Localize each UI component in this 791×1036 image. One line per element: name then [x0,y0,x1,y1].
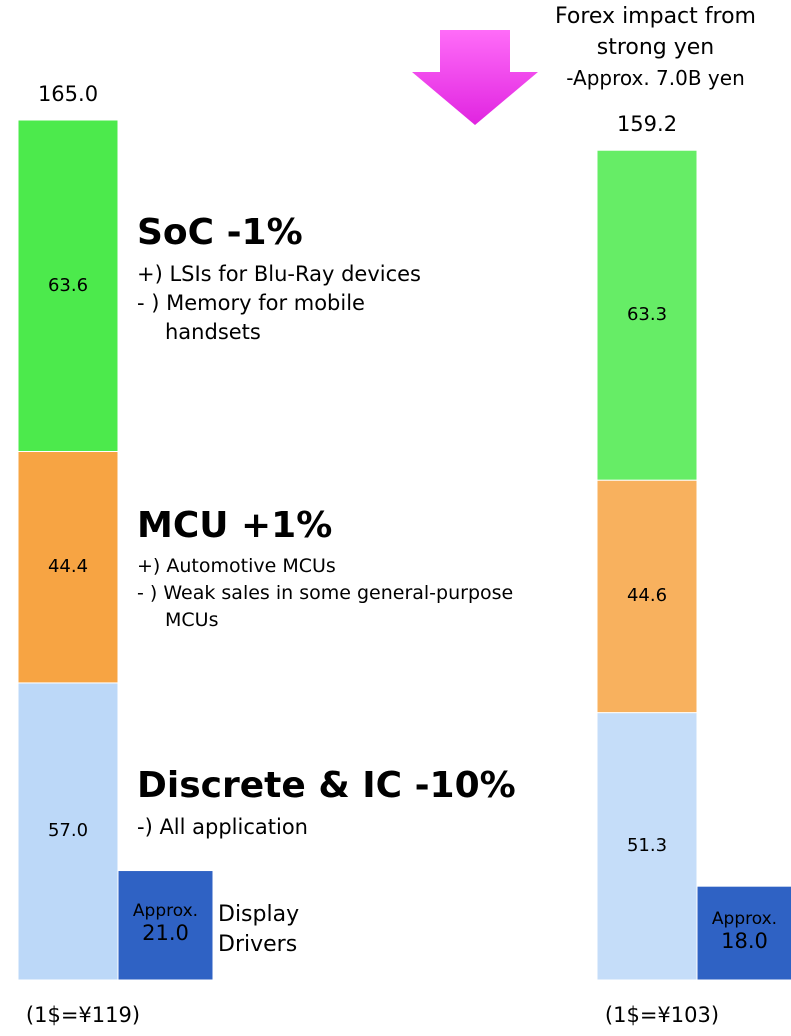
bar-segment [596,149,698,481]
forex-note: -Approx. 7.0B yen [566,66,745,90]
category-label: (1$=¥119) [25,1003,141,1027]
annotation-item: -) All application [137,815,308,839]
category-label: (1$=¥103) [604,1003,720,1027]
display-driver-bar [117,870,214,981]
approx-prefix: Approx. [711,909,778,930]
forex-arrow [412,30,538,125]
value-label: 51.3 [626,835,668,857]
annotation-item: - ) Weak sales in some general-purpose M… [137,582,514,631]
bar-segment [596,479,698,714]
forex-note: strong yen [596,35,715,60]
annotation-item: +) Automotive MCUs [137,555,336,577]
annotation-items: -) All application [137,813,537,842]
value-label: 63.3 [626,304,668,326]
forex-note: Forex impact from [555,4,756,29]
annotation-heading: MCU +1% [137,505,333,546]
bar-segment [17,450,119,684]
total-label: 159.2 [616,112,678,137]
display-driver-bar [696,885,791,981]
total-label: 165.0 [37,82,99,106]
annotation-items: +) LSIs for Blu-Ray devices - ) Memory fo… [137,260,437,347]
approx-prefix: Approx. [132,901,199,922]
value-label: 63.6 [47,274,89,296]
annotation-heading: SoC -1% [137,212,303,253]
approx-value: 21.0 [142,921,189,946]
annotation-items: +) Automotive MCUs - ) Weak sales in some… [137,553,537,634]
value-label: 44.6 [626,585,668,607]
value-label: 44.4 [47,556,89,578]
annotation-heading: Discrete & IC -10% [137,765,516,806]
bar-segment [17,119,119,452]
value-label: 57.0 [47,820,89,842]
display-driver-label: Approx. 18.0 [697,909,791,953]
beside-series-name: Display Drivers [218,902,300,957]
annotation-item: - ) Memory for mobile handsets [137,291,365,344]
approx-value: 18.0 [721,929,768,954]
bar-segment [596,712,698,981]
bar-segment [17,682,119,981]
display-driver-label: Approx. 21.0 [118,901,213,945]
annotation-item: +) LSIs for Blu-Ray devices [137,262,422,286]
